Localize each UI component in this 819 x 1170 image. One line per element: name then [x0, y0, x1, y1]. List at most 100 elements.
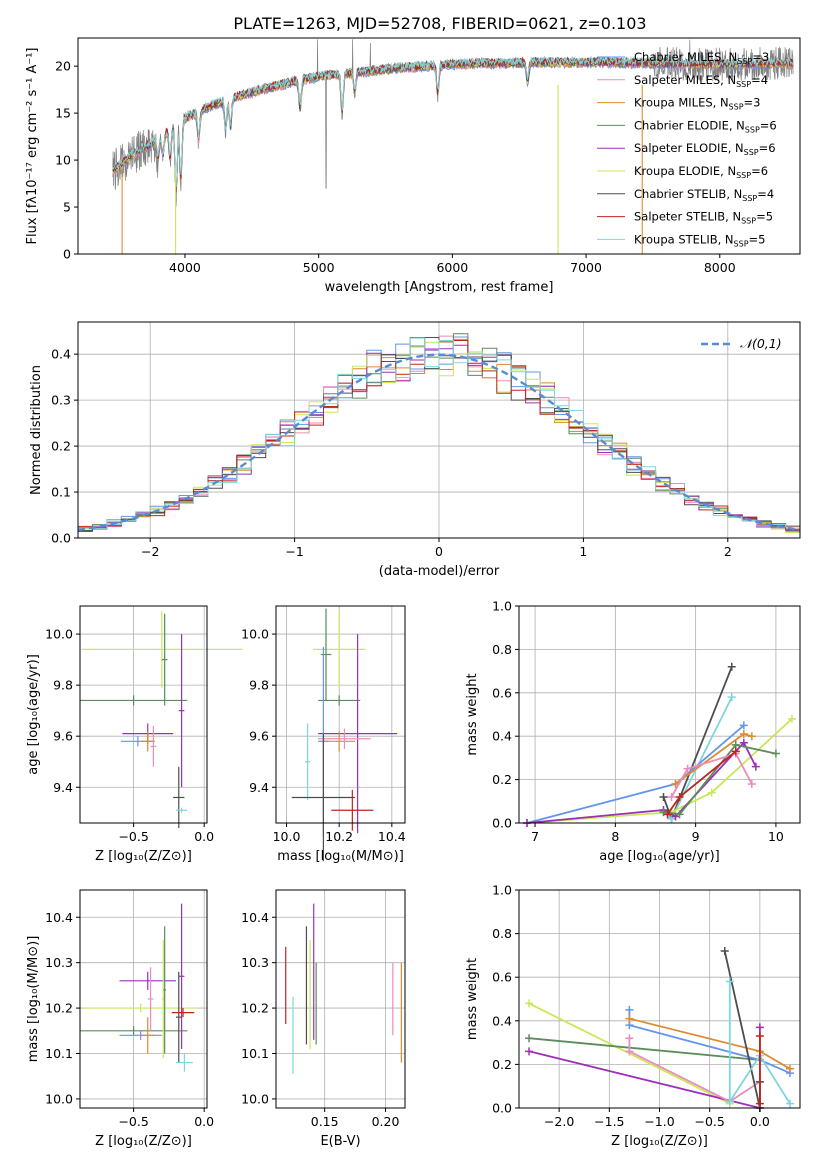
error-bar-point [175, 1053, 193, 1072]
error-bar-point [161, 613, 168, 706]
figure-title: PLATE=1263, MJD=52708, FIBERID=0621, z=0… [233, 14, 646, 33]
series-line [728, 981, 791, 1105]
plus-marker [785, 1099, 794, 1108]
plus-marker [525, 1047, 534, 1056]
error-bar-point [175, 807, 188, 813]
axes-frame [518, 605, 801, 824]
y-tick-label: 10.1 [45, 1046, 73, 1061]
legend-count: =4 [751, 73, 768, 87]
error-bar-point [323, 731, 355, 752]
error-bar-point [312, 611, 366, 688]
error-bar-point [80, 1026, 188, 1036]
spectrum-legend: Chabrier MILES, NSSP=3 Salpeter MILES, NS… [597, 50, 777, 248]
y-tick-label: 9.8 [249, 678, 269, 693]
plus-marker [525, 999, 534, 1008]
y-axis-label: mass [log₁₀(M/M⊙)] [26, 936, 41, 1063]
x-tick-label: 6000 [436, 260, 468, 275]
x-tick-label: 8 [611, 829, 619, 844]
legend-count: =6 [759, 141, 776, 155]
mass-weight-series [625, 1034, 764, 1106]
y-tick-label: 0.2 [492, 772, 512, 787]
mass-vs-Z-panel: −0.5 0.0 10.0 10.1 10.2 10.3 10.4 Z [log₁₀(Z/Z⊙… [26, 889, 214, 1149]
legend-subscript: SSP [736, 171, 751, 180]
y-tick-label: 10.0 [241, 1091, 269, 1106]
legend-label: 𝒩(0,1) [740, 336, 782, 351]
plus-marker [725, 1097, 734, 1106]
age-vs-Z-axes: −0.5 0.0 9.4 9.6 9.8 10.0 Z [log₁₀(Z/Z⊙)] age [… [26, 605, 214, 864]
series-line [663, 743, 777, 816]
legend-count: =6 [751, 164, 768, 178]
x-tick-label: 7 [531, 829, 539, 844]
plus-marker [625, 1047, 634, 1056]
error-bar-point [150, 725, 157, 767]
mass-weight-series [671, 730, 756, 788]
y-tick-label: 0.2 [492, 1057, 512, 1072]
legend-count: =3 [744, 96, 761, 110]
axes-frame [79, 889, 208, 1109]
axes-frame [77, 37, 801, 255]
y-tick-label: 10.0 [45, 1091, 73, 1106]
x-tick-label: 0.0 [194, 1114, 214, 1129]
y-tick-label: 0.4 [51, 347, 71, 362]
error-bar-point [318, 695, 361, 706]
x-tick-label: 0.15 [311, 1114, 339, 1129]
mass-weight-series [755, 1032, 764, 1108]
legend-subscript: SSP [737, 57, 752, 66]
y-tick-label: 5 [63, 200, 71, 215]
y-tick-label: 20 [55, 59, 71, 74]
axes-frame [275, 889, 406, 1109]
legend-label: Chabrier STELIB, NSSP=4 [634, 187, 774, 203]
y-tick-label: 10 [55, 153, 71, 168]
x-tick-label: −1.5 [594, 1114, 624, 1129]
legend-count: =5 [749, 232, 766, 246]
x-tick-label: 0.20 [372, 1114, 400, 1129]
y-tick-label: 0.2 [51, 439, 71, 454]
x-tick-label: −2 [141, 544, 159, 559]
normal-reference-curve [77, 353, 801, 532]
plus-marker [747, 732, 756, 741]
y-axis-label: mass weight [465, 673, 480, 755]
y-tick-label: 0 [63, 247, 71, 262]
y-tick-label: 0.4 [492, 729, 512, 744]
y-tick-label: 9.6 [249, 729, 269, 744]
x-axis-label: mass [log₁₀(M/M⊙)] [277, 849, 404, 864]
plus-marker [663, 810, 672, 819]
plus-marker [787, 714, 796, 723]
mass-vs-Z-plot-area [80, 903, 198, 1072]
spectrum-panel: 4000 5000 6000 7000 8000 0 5 10 15 20 wavelength [… [25, 37, 801, 295]
plus-marker [625, 1034, 634, 1043]
plus-marker [725, 977, 734, 986]
x-tick-label: 1 [579, 544, 587, 559]
series-line [528, 1027, 761, 1110]
mass-weight-vs-age-axes: 7 8 9 10 0.0 0.2 0.4 0.6 0.8 1.0 age [log₁₀(age/yr… [465, 599, 801, 864]
legend-subscript: SSP [745, 125, 760, 134]
plus-marker [785, 1064, 794, 1073]
series-line [528, 1037, 760, 1061]
y-tick-label: 0.0 [492, 816, 512, 831]
error-bar-point [81, 611, 243, 688]
plus-marker [683, 764, 692, 773]
error-bar-point [178, 634, 185, 788]
plus-marker [755, 1099, 764, 1108]
mass-weight-series [720, 947, 764, 1112]
x-tick-label: 5000 [303, 260, 335, 275]
y-axis-label: Flux [fλ10⁻¹⁷ erg cm⁻² s⁻¹ A⁻¹] [25, 48, 40, 245]
error-bar-point [320, 608, 332, 701]
error-bar-point [173, 766, 185, 829]
legend-subscript: SSP [734, 239, 749, 248]
y-tick-label: 9.4 [249, 780, 269, 795]
axes-frame [79, 605, 208, 824]
error-bar-point [178, 903, 185, 1049]
y-tick-label: 9.6 [53, 729, 73, 744]
legend-label: Salpeter STELIB, NSSP=5 [634, 210, 773, 226]
mass-weight-series [663, 747, 740, 819]
model-spectrum-line [112, 55, 794, 188]
x-tick-label: 10.4 [378, 829, 406, 844]
y-tick-label: 0.6 [492, 685, 512, 700]
y-tick-label: 9.4 [53, 780, 73, 795]
legend-count: =4 [757, 187, 774, 201]
age-vs-Z-plot-area [80, 611, 243, 829]
plus-marker [731, 747, 740, 756]
x-axis-label: age [log₁₀(age/yr)] [599, 849, 720, 864]
plus-marker [727, 662, 736, 671]
